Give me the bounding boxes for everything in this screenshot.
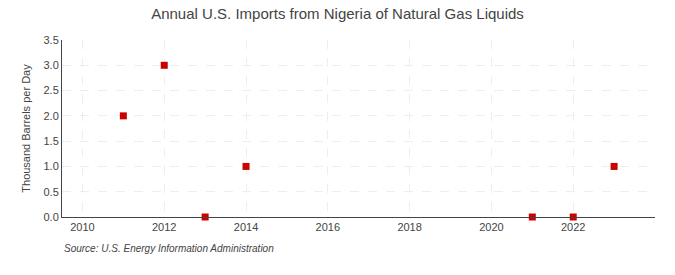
svg-text:2014: 2014 — [234, 221, 258, 233]
svg-text:3.5: 3.5 — [44, 34, 59, 46]
svg-text:1.5: 1.5 — [44, 135, 59, 147]
svg-text:0.5: 0.5 — [44, 186, 59, 198]
svg-text:3.0: 3.0 — [44, 59, 59, 71]
svg-text:2010: 2010 — [70, 221, 94, 233]
svg-text:Source: U.S. Energy Informatio: Source: U.S. Energy Information Administ… — [64, 243, 274, 254]
svg-text:Annual U.S. Imports from Niger: Annual U.S. Imports from Nigeria of Natu… — [151, 5, 524, 22]
svg-text:Thousand Barrels per Day: Thousand Barrels per Day — [20, 64, 32, 193]
svg-text:1.0: 1.0 — [44, 160, 59, 172]
svg-text:2022: 2022 — [561, 221, 585, 233]
svg-text:0.0: 0.0 — [44, 211, 59, 223]
svg-text:2016: 2016 — [316, 221, 340, 233]
svg-text:2.0: 2.0 — [44, 110, 59, 122]
svg-text:2012: 2012 — [152, 221, 176, 233]
svg-text:2020: 2020 — [479, 221, 503, 233]
svg-text:2.5: 2.5 — [44, 84, 59, 96]
svg-text:2018: 2018 — [397, 221, 421, 233]
